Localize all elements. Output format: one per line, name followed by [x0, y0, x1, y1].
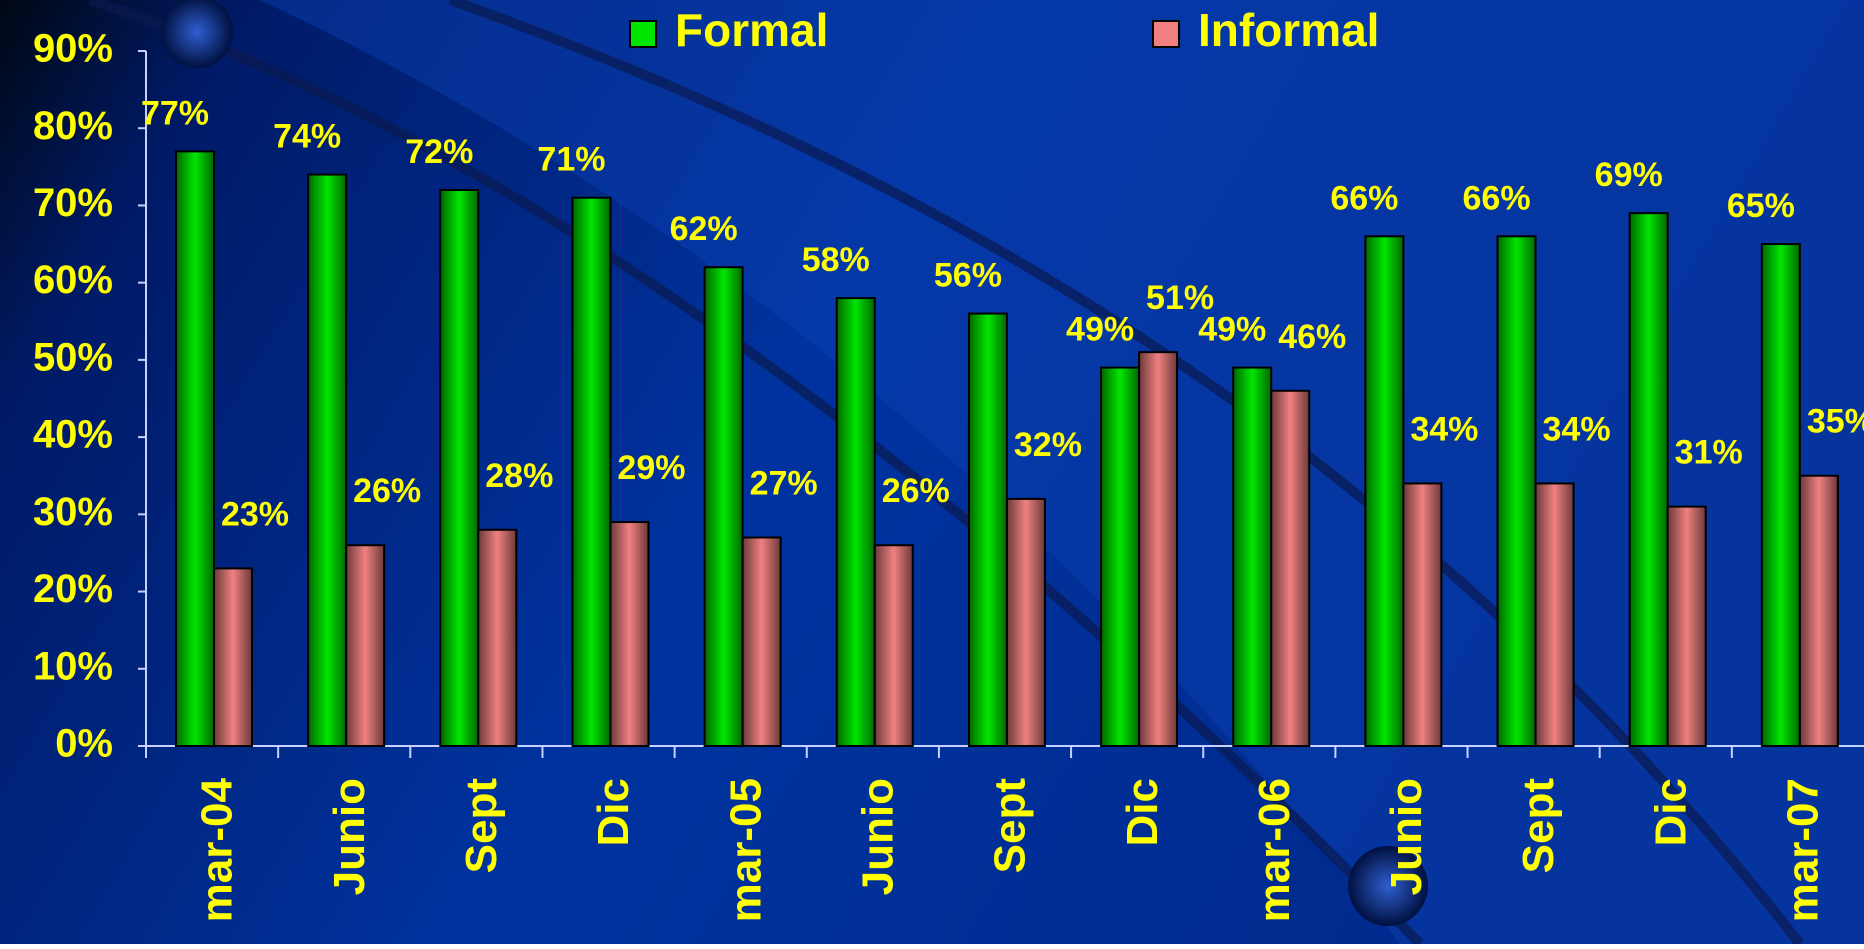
value-label: 71%	[537, 141, 605, 179]
y-tick-label: 70%	[33, 181, 113, 225]
bar-shade	[346, 545, 385, 746]
y-tick-label: 50%	[33, 335, 113, 379]
y-tick-label: 60%	[33, 258, 113, 302]
value-label: 29%	[617, 449, 685, 487]
bar-shade	[308, 174, 347, 747]
bar-shade	[1139, 352, 1178, 746]
x-tick-label: Dic	[1646, 778, 1695, 846]
legend-label: Informal	[1198, 4, 1379, 56]
x-tick-label: Sept	[1514, 778, 1563, 874]
value-label: 35%	[1807, 403, 1864, 441]
bar-shade	[742, 537, 781, 746]
x-tick-label: Dic	[1118, 778, 1167, 846]
value-label: 56%	[934, 257, 1002, 295]
bar-shade	[214, 568, 252, 746]
y-tick-label: 20%	[33, 567, 113, 611]
decor-curve	[448, 0, 1804, 948]
x-tick-label: mar-05	[721, 778, 770, 922]
value-label: 62%	[670, 210, 738, 248]
legend-swatch	[1152, 20, 1180, 48]
bar-shade	[1667, 506, 1706, 746]
x-tick-label: mar-07	[1779, 778, 1828, 922]
background-shape	[260, 0, 1864, 944]
value-label: 32%	[1014, 426, 1082, 464]
bar-shade	[1799, 475, 1838, 746]
value-label: 34%	[1543, 410, 1611, 448]
decor-orb	[1348, 846, 1428, 926]
value-label: 65%	[1727, 187, 1795, 225]
value-label: 26%	[882, 472, 950, 510]
x-tick-label: Sept	[986, 778, 1035, 874]
bar-shade	[836, 298, 875, 746]
value-label: 72%	[405, 133, 473, 171]
bar-shade	[1761, 244, 1800, 747]
x-tick-label: mar-06	[1250, 778, 1299, 922]
value-label: 49%	[1066, 311, 1134, 349]
value-label: 69%	[1595, 156, 1663, 194]
x-tick-label: Junio	[325, 778, 374, 895]
y-tick-label: 40%	[33, 413, 113, 457]
value-label: 46%	[1278, 318, 1346, 356]
value-label: 77%	[141, 94, 209, 132]
value-label: 27%	[750, 464, 818, 502]
y-tick-label: 30%	[33, 490, 113, 534]
bar-shade	[572, 197, 611, 746]
bar-shade	[1365, 236, 1404, 747]
bar-shade	[1101, 367, 1140, 746]
legend-label: Formal	[675, 4, 828, 56]
value-label: 31%	[1675, 434, 1743, 472]
bar-shade	[1271, 390, 1310, 746]
bar-shade	[1403, 483, 1442, 746]
y-tick-label: 90%	[33, 27, 113, 71]
value-label: 23%	[221, 495, 289, 533]
bar-shade	[176, 151, 214, 746]
value-label: 66%	[1330, 179, 1398, 217]
decor-orb	[161, 0, 233, 68]
x-tick-label: mar-04	[193, 777, 242, 922]
bar-shade	[968, 313, 1007, 746]
x-tick-label: Sept	[457, 778, 506, 874]
y-tick-label: 10%	[33, 644, 113, 688]
bar-shade	[704, 267, 743, 746]
bar-shade	[1233, 367, 1272, 746]
bar-shade	[1535, 483, 1574, 746]
value-label: 28%	[485, 457, 553, 495]
bar-shade	[610, 522, 649, 746]
value-label: 74%	[273, 118, 341, 156]
y-tick-label: 80%	[33, 104, 113, 148]
value-label: 26%	[353, 472, 421, 510]
value-label: 66%	[1463, 179, 1531, 217]
bar-shade	[1006, 498, 1045, 746]
x-tick-label: Junio	[1382, 778, 1431, 895]
bar-shade	[874, 545, 913, 746]
legend-swatch	[629, 20, 657, 48]
bar-shade	[1629, 213, 1668, 746]
value-label: 49%	[1198, 311, 1266, 349]
x-tick-label: Dic	[589, 778, 638, 846]
bar-shade	[478, 529, 517, 746]
value-label: 58%	[802, 241, 870, 279]
value-label: 51%	[1146, 279, 1214, 317]
y-tick-label: 0%	[55, 722, 113, 766]
value-label: 34%	[1410, 410, 1478, 448]
bar-shade	[1497, 236, 1536, 747]
bar-shade	[440, 190, 479, 746]
x-tick-label: Junio	[853, 778, 902, 895]
